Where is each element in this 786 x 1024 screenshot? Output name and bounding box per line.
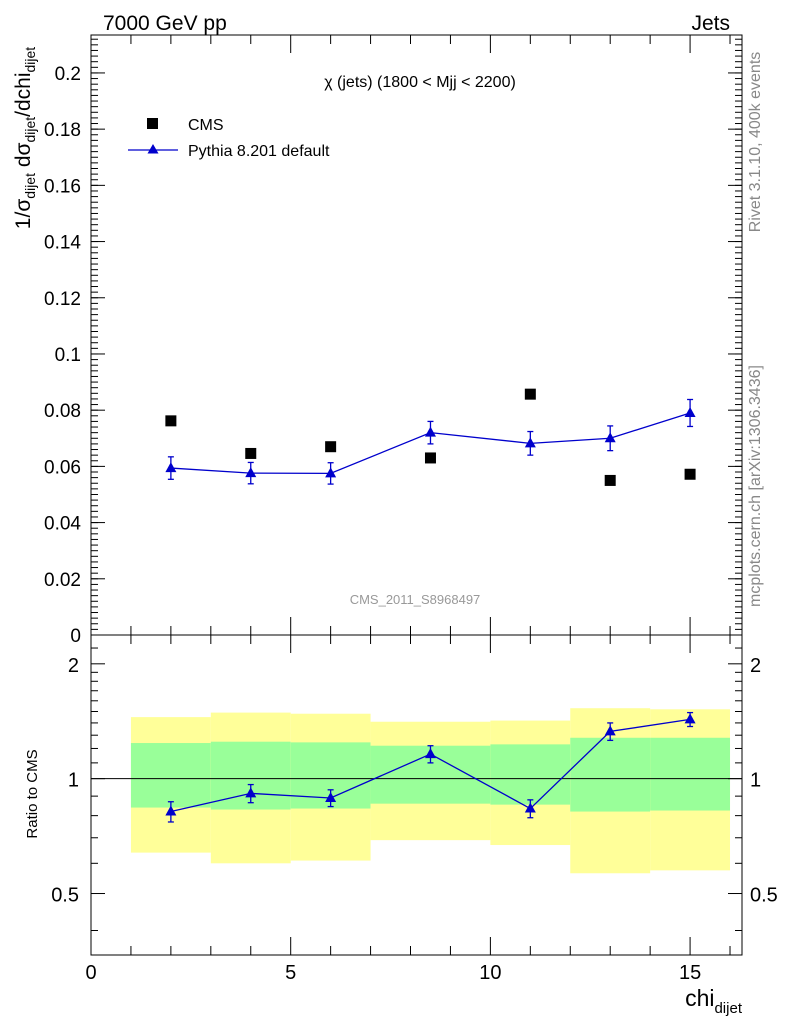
xtick-label: 10 xyxy=(479,962,501,984)
header-left: 7000 GeV pp xyxy=(103,12,227,35)
legend-pythia-marker xyxy=(147,144,159,154)
ratio-bands xyxy=(130,708,731,874)
cms-point xyxy=(325,441,337,453)
cms-point xyxy=(604,474,616,486)
ratio-point xyxy=(245,787,257,798)
main-ytick-label: 0.08 xyxy=(44,401,81,422)
ratio-band-inner xyxy=(650,737,731,811)
ratio-band-inner xyxy=(490,744,571,805)
pythia-point xyxy=(424,426,436,437)
main-y-axis: 0 0.02 0.04 0.06 0.08 0.1 0.12 0.14 0.16 0.18 0.2 xyxy=(44,38,742,647)
main-ytick-label: 0.04 xyxy=(44,514,81,535)
ratio-point xyxy=(325,791,337,802)
pythia-point xyxy=(524,437,536,448)
ratio-ytick-label-right: 0.5 xyxy=(750,885,778,907)
ylabel-part-main: 1/σ xyxy=(12,199,35,230)
pythia-point xyxy=(684,406,696,417)
legend: CMS Pythia 8.201 default xyxy=(128,117,330,160)
ratio-point xyxy=(524,802,536,813)
legend-cms-label: CMS xyxy=(188,117,224,134)
cms-point xyxy=(424,452,436,464)
ratio-y-axis-label: Ratio to CMS xyxy=(24,749,41,838)
ratio-point xyxy=(165,805,177,816)
ratio-ytick-label-right: 2 xyxy=(750,655,761,677)
ylabel-sub1: dijet xyxy=(22,173,38,199)
main-y-axis-label: 1/σdijet dσdijet/dchidijet xyxy=(12,47,38,229)
header-right: Jets xyxy=(691,12,730,35)
pythia-point xyxy=(604,432,616,443)
ratio-ytick-label: 0.5 xyxy=(51,885,79,907)
ratio-point xyxy=(684,713,696,724)
ratio-ytick-label: 1 xyxy=(68,770,79,792)
main-title: χ (jets) (1800 < Mjj < 2200) xyxy=(324,74,516,91)
ratio-ytick-label-right: 1 xyxy=(750,770,761,792)
main-ytick-label: 0 xyxy=(70,626,81,647)
ratio-band-inner xyxy=(130,743,211,808)
xlabel-main: chi xyxy=(685,985,714,1011)
main-ytick-label: 0.1 xyxy=(55,345,81,366)
xtick-label: 5 xyxy=(285,962,296,984)
main-ytick-label: 0.02 xyxy=(44,570,81,591)
ylabel-sub2: dijet xyxy=(22,117,38,143)
analysis-watermark: CMS_2011_S8968497 xyxy=(350,592,481,607)
xtick-label: 15 xyxy=(679,962,701,984)
ratio-point xyxy=(424,748,436,759)
main-ytick-label: 0.18 xyxy=(44,120,81,141)
main-ytick-label: 0.06 xyxy=(44,457,81,478)
ylabel-part-tail: /dchi xyxy=(12,72,35,116)
ratio-band-inner xyxy=(570,737,651,812)
ratio-y-axis: 0.5 0.5 1 1 2 2 xyxy=(51,647,778,931)
x-axis-label: chidijet xyxy=(685,985,743,1017)
pythia-point xyxy=(245,467,257,478)
ratio-data-marks xyxy=(165,711,696,823)
ratio-point xyxy=(604,725,616,736)
main-data-marks xyxy=(165,388,696,486)
xtick-label: 0 xyxy=(85,962,96,984)
mcplots-info: mcplots.cern.ch [arXiv:1306.3436] xyxy=(747,365,764,607)
rivet-info: Rivet 3.1.10, 400k events xyxy=(747,52,764,233)
pythia-point xyxy=(325,467,337,478)
ratio-panel: 0.5 0.5 1 1 2 2 0 5 10 15 Ratio to CMS chidijet xyxy=(24,634,778,1017)
main-ytick-label: 0.12 xyxy=(44,289,81,310)
pythia-point xyxy=(165,462,177,473)
ratio-ytick-label: 2 xyxy=(68,655,79,677)
cms-point xyxy=(524,388,536,400)
cms-point xyxy=(165,415,177,427)
cms-point xyxy=(684,468,696,480)
main-x-axis xyxy=(90,35,731,635)
legend-pythia-label: Pythia 8.201 default xyxy=(188,143,330,160)
main-ytick-label: 0.14 xyxy=(44,233,81,254)
ylabel-sub3: dijet xyxy=(22,47,38,73)
ratio-frame xyxy=(90,634,743,956)
main-ytick-label: 0.2 xyxy=(55,64,81,85)
xlabel-sub: dijet xyxy=(714,1000,742,1017)
ylabel-part-mid: dσ xyxy=(12,143,35,174)
cms-point xyxy=(245,447,257,459)
main-panel: χ (jets) (1800 < Mjj < 2200) CMS_2011_S8… xyxy=(12,34,743,647)
legend-cms-marker xyxy=(147,118,158,129)
main-ytick-label: 0.16 xyxy=(44,176,81,197)
